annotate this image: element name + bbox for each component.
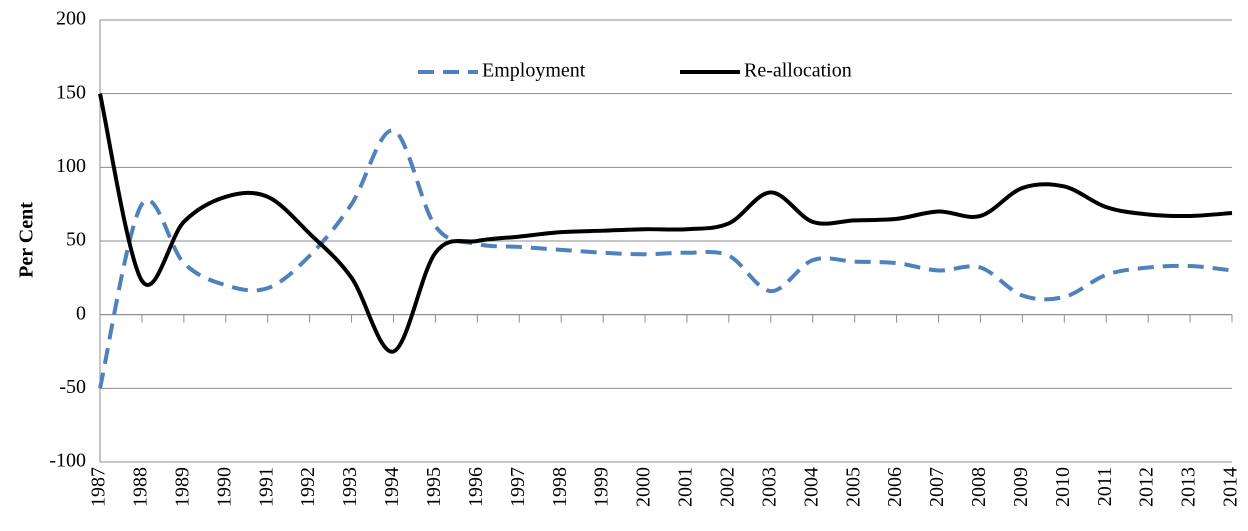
x-tick-label: 2010 [1052, 467, 1074, 507]
x-tick-label: 2000 [633, 467, 655, 507]
x-tick-label: 1998 [549, 467, 571, 507]
x-tick-label: 2014 [1220, 467, 1242, 507]
line-series [98, 93, 1233, 354]
x-tick-label: 2013 [1178, 467, 1200, 507]
y-axis-label: Per Cent [16, 202, 38, 278]
y-tick-label: 50 [66, 229, 86, 251]
x-tick-label: 1994 [381, 467, 403, 507]
x-tick-label: 1999 [591, 467, 613, 507]
x-tick-label: 1987 [88, 467, 110, 507]
x-tick-label: 2002 [716, 467, 738, 507]
y-tick-label: -50 [59, 376, 86, 398]
x-tick-label: 1993 [339, 467, 361, 507]
line-series [98, 128, 1233, 389]
y-tick-label: 100 [56, 155, 86, 177]
x-tick-label: 1992 [297, 467, 319, 507]
x-tick-label: 1997 [507, 467, 529, 507]
x-tick-label: 2009 [1010, 467, 1032, 507]
y-tick-label: 0 [76, 302, 86, 324]
x-tick-label: 1995 [423, 467, 445, 507]
x-tick-label: 2011 [1094, 467, 1116, 506]
x-tick-label: 2005 [842, 467, 864, 507]
x-tick-label: 2006 [884, 467, 906, 507]
legend-label: Employment [482, 60, 586, 82]
x-tick-label: 1996 [465, 467, 487, 507]
y-tick-label: -100 [49, 450, 86, 472]
x-tick-label: 2003 [758, 467, 780, 507]
x-tick-label: 1990 [213, 467, 235, 507]
x-tick-label: 2008 [968, 467, 990, 507]
x-tick-label: 1989 [171, 467, 193, 507]
legend-label: Re-allocation [744, 60, 852, 82]
x-tick-label: 2001 [675, 467, 697, 507]
y-tick-label: 150 [56, 81, 86, 103]
x-tick-label: 2004 [800, 467, 822, 507]
x-tick-label: 1991 [255, 467, 277, 507]
x-tick-label: 2007 [926, 467, 948, 507]
x-tick-label: 2012 [1136, 467, 1158, 507]
y-tick-label: 200 [56, 8, 86, 30]
x-tick-label: 1988 [130, 467, 152, 507]
